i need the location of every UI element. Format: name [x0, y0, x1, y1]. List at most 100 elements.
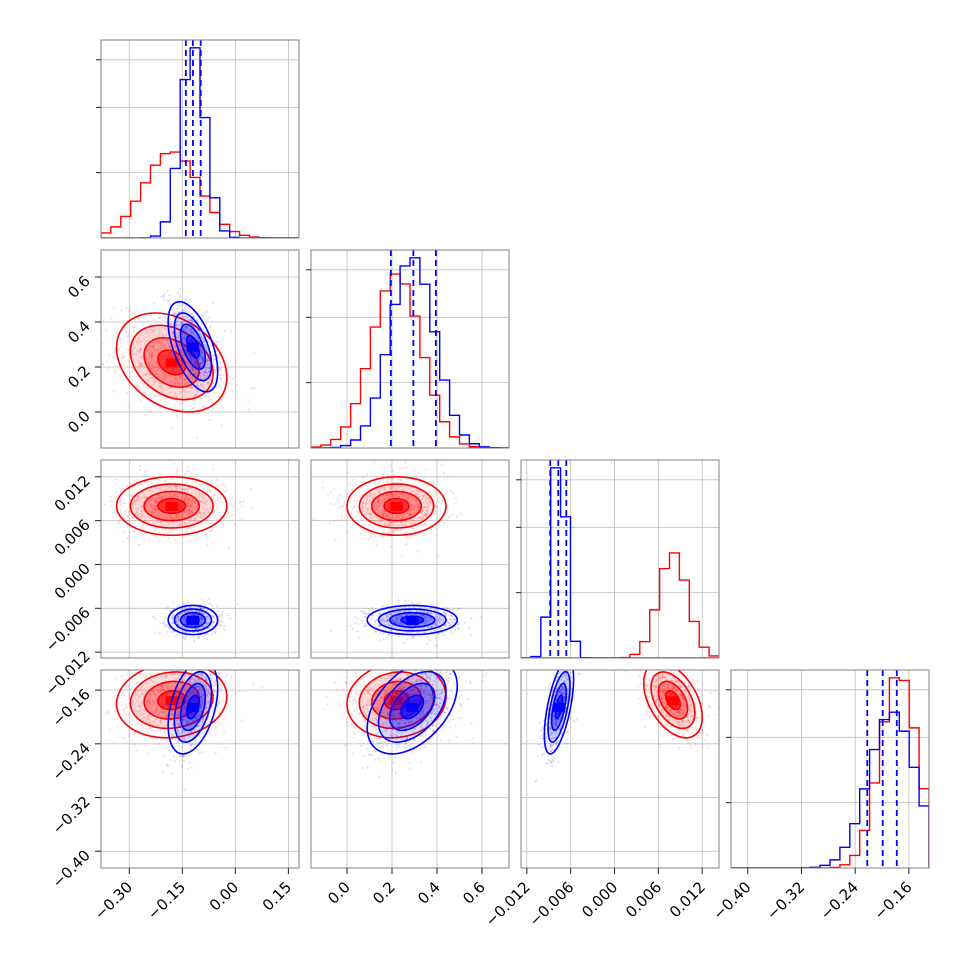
scatter-point [148, 323, 152, 326]
scatter-point [423, 631, 426, 634]
scatter-point [137, 507, 140, 510]
scatter-point [382, 497, 385, 500]
scatter-point [170, 363, 173, 366]
scatter-point [388, 524, 391, 527]
scatter-point [388, 516, 391, 520]
scatter-point [144, 342, 147, 345]
scatter-point [191, 613, 194, 616]
scatter-point [175, 333, 178, 336]
scatter-point [374, 508, 377, 511]
scatter-point [370, 534, 373, 538]
scatter-point [400, 478, 403, 481]
scatter-point [138, 688, 141, 691]
scatter-point [380, 519, 383, 523]
scatter-point [200, 348, 203, 351]
scatter-point [375, 618, 378, 622]
scatter-point [151, 376, 154, 379]
scatter-point [202, 360, 205, 363]
scatter-point [420, 614, 423, 617]
scatter-point [401, 515, 404, 518]
scatter-point [195, 660, 197, 662]
scatter-point [224, 485, 227, 488]
scatter-point [413, 506, 416, 509]
scatter-point [408, 519, 411, 522]
scatter-point [220, 501, 223, 504]
scatter-point [387, 622, 390, 626]
scatter-point [158, 510, 161, 514]
scatter-point [177, 677, 180, 680]
scatter-point [343, 500, 346, 503]
scatter-point [171, 514, 174, 517]
scatter-point [218, 682, 221, 685]
scatter-point [162, 371, 165, 374]
scatter-point [179, 612, 182, 615]
scatter-point [392, 611, 395, 614]
scatter-point [165, 487, 168, 490]
scatter-point [133, 733, 136, 737]
scatter-point [371, 525, 374, 528]
scatter-point [134, 384, 137, 388]
scatter-point [191, 332, 194, 335]
scatter-point [153, 380, 156, 383]
scatter-point [421, 516, 424, 519]
scatter-point [207, 359, 210, 362]
scatter-point [170, 335, 173, 338]
scatter-point [392, 495, 395, 498]
scatter-point [148, 720, 151, 723]
scatter-point [168, 346, 172, 349]
scatter-point [222, 692, 225, 695]
scatter-point [126, 520, 129, 523]
scatter-point [199, 377, 202, 380]
scatter-point [179, 376, 182, 379]
scatter-point [198, 610, 201, 614]
scatter-point [145, 676, 148, 679]
scatter-point [206, 382, 209, 385]
scatter-point [399, 479, 402, 482]
scatter-point [161, 685, 164, 688]
scatter-point [192, 743, 195, 746]
scatter-point [134, 743, 137, 746]
scatter-point [140, 513, 143, 516]
scatter-point [405, 542, 408, 546]
scatter-point [199, 515, 202, 518]
scatter-point [347, 471, 350, 474]
scatter-point [186, 499, 189, 502]
scatter-point [140, 347, 143, 351]
scatter-point [200, 362, 203, 365]
scatter-point [208, 602, 211, 606]
scatter-point [159, 689, 162, 693]
scatter-point [154, 500, 157, 504]
scatter-panel-1-0 [101, 287, 256, 439]
scatter-point [333, 520, 336, 523]
scatter-point [182, 321, 185, 324]
scatter-point [184, 346, 187, 349]
scatter-point [212, 468, 215, 471]
scatter-point [155, 707, 158, 711]
scatter-point [206, 615, 209, 618]
scatter-point [437, 620, 440, 623]
scatter-point [188, 499, 191, 502]
scatter-point [361, 502, 365, 505]
scatter-point [184, 299, 187, 302]
scatter-point [400, 522, 403, 525]
scatter-point [398, 614, 402, 617]
scatter-point [176, 352, 179, 355]
scatter-point [191, 408, 194, 411]
scatter-point [408, 508, 411, 512]
scatter-point [404, 543, 407, 546]
scatter-point [198, 362, 202, 365]
scatter-point [131, 700, 134, 703]
scatter-point [407, 514, 410, 518]
scatter-point [207, 399, 210, 402]
scatter-point [407, 628, 410, 631]
scatter-point [124, 330, 127, 333]
scatter-point [351, 627, 354, 631]
scatter-point [155, 730, 158, 733]
scatter-point [449, 623, 452, 626]
scatter-point [432, 512, 436, 515]
scatter-point [197, 412, 200, 415]
scatter-point [210, 481, 213, 484]
scatter-point [188, 606, 191, 609]
scatter-point [404, 520, 407, 523]
scatter-point [192, 636, 195, 639]
